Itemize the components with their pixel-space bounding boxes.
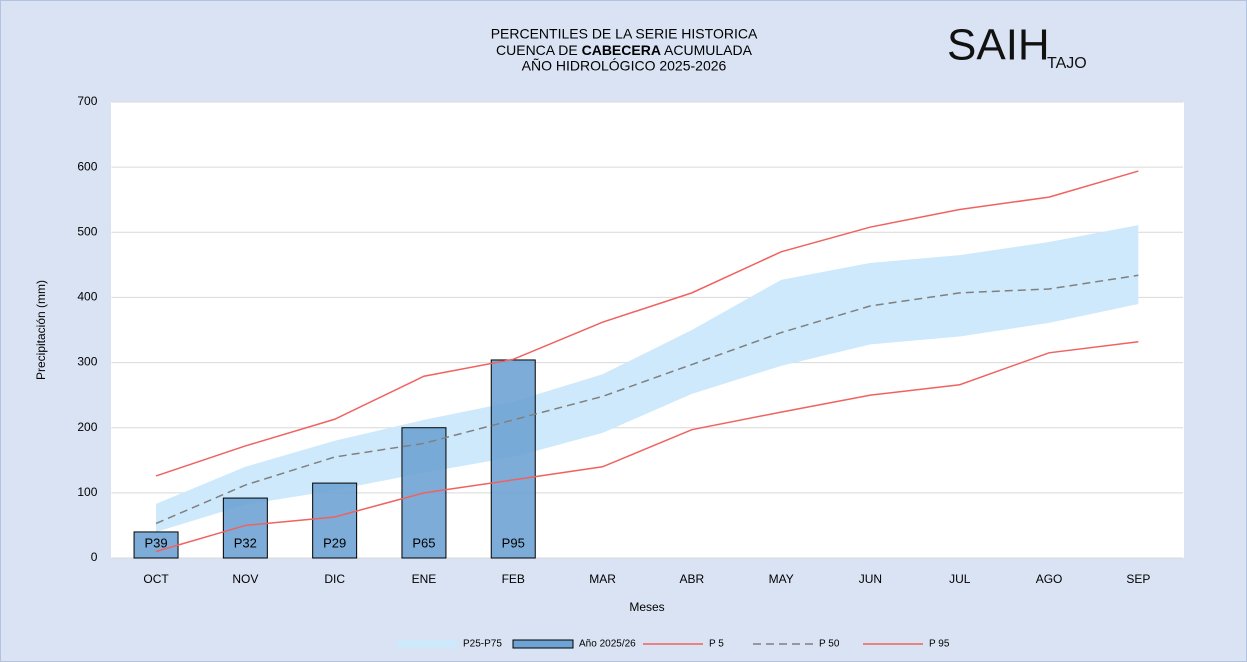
y-tick-label: 600 xyxy=(77,159,97,173)
logo-sub: TAJO xyxy=(1047,55,1087,72)
legend-label: P 50 xyxy=(819,639,840,650)
x-tick-label: ENE xyxy=(412,572,437,586)
bar xyxy=(222,497,268,559)
series-line xyxy=(155,170,1139,477)
title: PERCENTILES DE LA SERIE HISTORICA xyxy=(491,26,758,42)
legend-label: P 5 xyxy=(709,639,724,650)
x-tick-label: AGO xyxy=(1036,572,1063,586)
x-tick-label: OCT xyxy=(143,572,169,586)
title-part: ACUMULADA xyxy=(661,42,753,58)
y-tick-label: 400 xyxy=(77,290,97,304)
series-line xyxy=(155,340,1139,553)
bar-annotation: P65 xyxy=(412,535,435,550)
x-tick-label: JUL xyxy=(949,572,971,586)
x-axis-label: Meses xyxy=(629,600,664,614)
legend-swatch xyxy=(512,639,574,649)
x-tick-label: SEP xyxy=(1126,572,1150,586)
title: AÑO HIDROLÓGICO 2025-2026 xyxy=(522,58,727,74)
series-line xyxy=(155,274,1139,525)
logo: SAIH xyxy=(947,21,1050,70)
x-tick-label: JUN xyxy=(859,572,882,586)
legend-label: P 95 xyxy=(929,639,950,650)
y-tick-label: 100 xyxy=(77,485,97,499)
title-part: CABECERA xyxy=(582,42,661,58)
x-tick-label: DIC xyxy=(324,572,345,586)
legend-label: P25-P75 xyxy=(463,639,502,650)
y-tick-label: 0 xyxy=(91,550,98,564)
bar-annotation: P95 xyxy=(502,535,525,550)
bar-annotation: P29 xyxy=(323,535,346,550)
legend-swatch xyxy=(397,640,457,648)
x-tick-label: MAY xyxy=(769,572,794,586)
bar-annotation: P32 xyxy=(234,535,257,550)
y-axis-label: Precipitación (mm) xyxy=(34,280,48,380)
title-part: CUENCA DE xyxy=(496,42,582,58)
y-tick-label: 700 xyxy=(77,94,97,108)
x-tick-label: NOV xyxy=(232,572,258,586)
y-tick-label: 500 xyxy=(77,224,97,238)
bar xyxy=(133,531,179,559)
y-tick-label: 200 xyxy=(77,420,97,434)
x-tick-label: ABR xyxy=(680,572,705,586)
legend-label: Año 2025/26 xyxy=(579,639,636,650)
title: CUENCA DE CABECERA ACUMULADA xyxy=(496,42,753,58)
bar xyxy=(312,482,358,559)
bar-annotation: P39 xyxy=(144,535,167,550)
x-tick-label: FEB xyxy=(502,572,525,586)
bar xyxy=(490,359,536,559)
x-tick-label: MAR xyxy=(589,572,616,586)
y-tick-label: 300 xyxy=(77,355,97,369)
